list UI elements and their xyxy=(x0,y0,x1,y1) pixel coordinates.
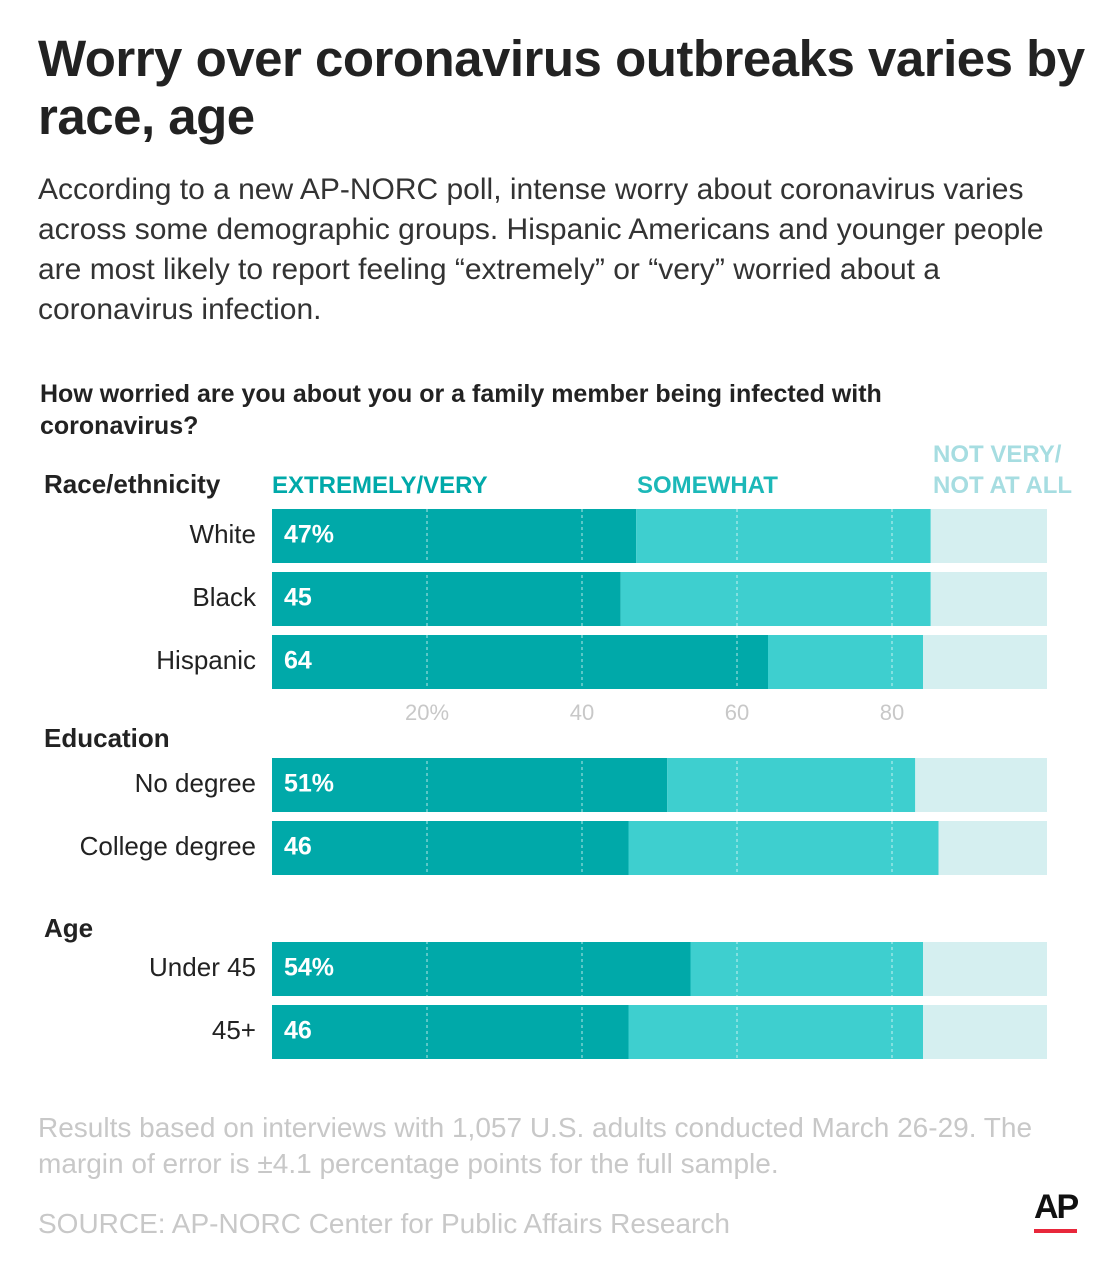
bar-segment xyxy=(923,635,1047,689)
bar-segment xyxy=(930,572,1047,626)
category-label: No degree xyxy=(135,768,256,798)
x-tick-label: 40 xyxy=(570,700,594,725)
x-tick-label: 80 xyxy=(880,700,904,725)
data-label: 54% xyxy=(284,954,334,982)
x-tick-label: 60 xyxy=(725,700,749,725)
bar-segment xyxy=(272,509,637,563)
group-label: Race/ethnicity xyxy=(44,469,221,499)
question: How worried are you about you or a famil… xyxy=(40,380,882,440)
category-label: Black xyxy=(192,582,257,612)
bar-segment xyxy=(690,942,923,996)
chart-title: Worry over coronavirus outbreaks varies … xyxy=(38,30,1085,145)
legend-label: SOMEWHAT xyxy=(637,472,778,499)
bar-segment xyxy=(938,821,1047,875)
note: Results based on interviews with 1,057 U… xyxy=(38,1112,1033,1179)
group-label: Age xyxy=(44,913,93,943)
data-label: 64 xyxy=(284,647,312,675)
data-label: 46 xyxy=(284,833,312,861)
bar-segment xyxy=(636,509,931,563)
data-label: 46 xyxy=(284,1017,312,1045)
bar-segment xyxy=(930,509,1047,563)
category-label: White xyxy=(190,519,256,549)
logo: AP xyxy=(1034,1188,1079,1233)
source: SOURCE: AP-NORC Center for Public Affair… xyxy=(38,1208,730,1239)
bar-segment xyxy=(272,758,668,812)
legend-label: EXTREMELY/VERY xyxy=(272,472,488,499)
bar-segment xyxy=(628,821,939,875)
bar-segment xyxy=(272,572,621,626)
bar-segment xyxy=(272,1005,629,1059)
chart: Race/ethnicity White Black Hispanic Educatio… xyxy=(44,468,1047,1059)
bar-segment xyxy=(628,1005,923,1059)
group-label: Education xyxy=(44,723,170,753)
category-label: College degree xyxy=(80,831,256,861)
bar-segment xyxy=(667,758,916,812)
bar-segment xyxy=(272,635,768,689)
bar-segment xyxy=(768,635,923,689)
legend-label: NOT VERY/ NOT AT ALL xyxy=(933,441,1073,499)
x-tick-label: 20% xyxy=(405,700,449,725)
data-label: 47% xyxy=(284,521,334,549)
category-label: Hispanic xyxy=(156,645,256,675)
category-label: 45+ xyxy=(212,1015,256,1045)
category-label: Under 45 xyxy=(149,952,256,982)
bar-segment xyxy=(923,942,1047,996)
data-label: 45 xyxy=(284,584,312,612)
bar-segment xyxy=(915,758,1047,812)
bar-segment xyxy=(620,572,931,626)
data-label: 51% xyxy=(284,770,334,798)
bar-segment xyxy=(923,1005,1047,1059)
bar-segment xyxy=(272,942,691,996)
chart-subtitle: According to a new AP-NORC poll, intense… xyxy=(38,173,1044,326)
bar-segment xyxy=(272,821,629,875)
